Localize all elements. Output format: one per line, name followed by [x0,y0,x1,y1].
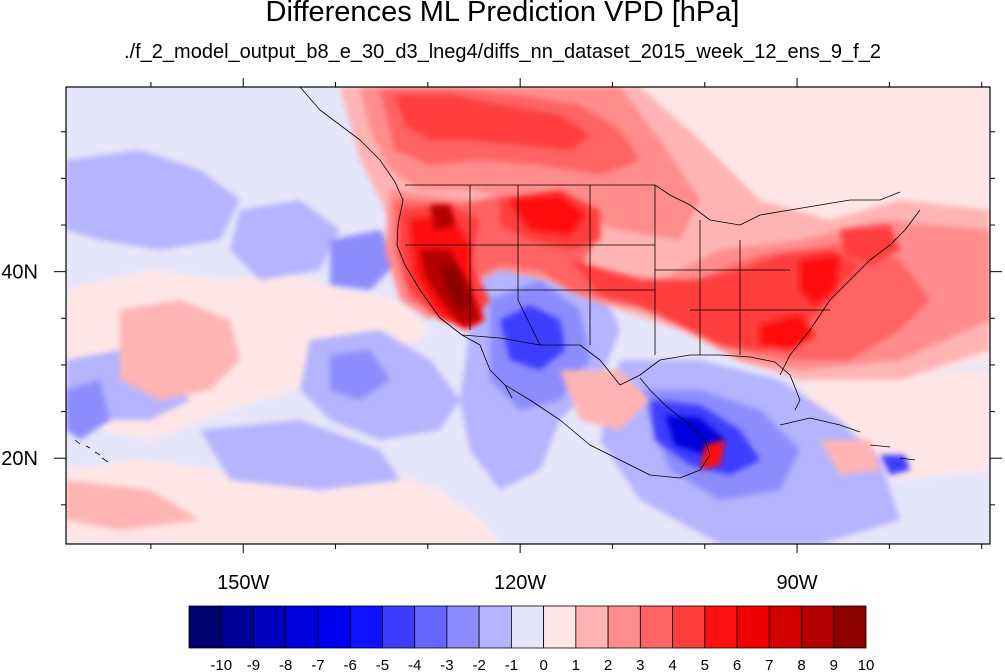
colorbar-swatch [801,605,835,649]
colorbar-label: -10 [210,657,232,672]
colorbar-swatch [478,605,512,649]
colorbar-label: 6 [733,657,741,672]
colorbar-swatch [639,605,673,649]
colorbar-label: -9 [247,657,260,672]
axis-ticks [54,78,1002,553]
axis-tick-labels: 150W 120W 90W 40N 20N [1,262,817,594]
colorbar-swatch [607,605,641,649]
map-frame [65,86,991,545]
colorbar-label: -6 [344,657,357,672]
map-plot-area [66,87,990,544]
colorbar [188,605,867,649]
colorbar-label: 8 [797,657,805,672]
colorbar-swatch [575,605,609,649]
colorbar-label: 9 [830,657,838,672]
chart-title: Differences ML Prediction VPD [hPa] [265,0,740,28]
colorbar-swatch [285,605,319,649]
chart-subtitle: ./f_2_model_output_b8_e_30_d3_lneg4/diff… [124,41,881,63]
colorbar-swatch [220,605,254,649]
colorbar-swatch [833,605,867,649]
colorbar-swatch [543,605,577,649]
colorbar-swatch [672,605,706,649]
colorbar-swatch [704,605,738,649]
colorbar-swatch [253,605,287,649]
colorbar-label: -7 [311,657,324,672]
colorbar-label: 2 [604,657,612,672]
colorbar-swatch [736,605,770,649]
lat-tick-label: 20N [1,448,38,470]
colorbar-label: -2 [472,657,485,672]
colorbar-label: -5 [376,657,389,672]
colorbar-label: 3 [636,657,644,672]
colorbar-label: 10 [858,657,875,672]
colorbar-swatch [382,605,416,649]
colorbar-label: 7 [765,657,773,672]
colorbar-swatch [510,605,545,649]
lon-tick-label: 120W [494,572,546,594]
lon-tick-label: 150W [217,572,269,594]
lon-tick-label: 90W [777,572,818,594]
colorbar-swatch [414,605,448,649]
colorbar-swatch [317,605,351,649]
colorbar-label: -1 [505,657,518,672]
lat-tick-label: 40N [1,262,38,284]
field-positive-8 [440,265,470,312]
coastlines-and-borders [74,87,921,479]
colorbar-label: 1 [572,657,580,672]
colorbar-label: 0 [539,657,547,672]
colorbar-label: -3 [440,657,453,672]
colorbar-label: -8 [279,657,292,672]
colorbar-labels: -10 -9 -8 -7 -6 -5 -4 -3 -2 -1 0 1 2 3 4 5 6 7 8 9 10 [210,657,874,672]
colorbar-label: -4 [408,657,421,672]
colorbar-swatch [349,605,383,649]
colorbar-swatch [188,605,222,649]
colorbar-swatch [446,605,480,649]
colorbar-swatch [768,605,802,649]
colorbar-label: 5 [701,657,709,672]
colorbar-label: 4 [668,657,676,672]
